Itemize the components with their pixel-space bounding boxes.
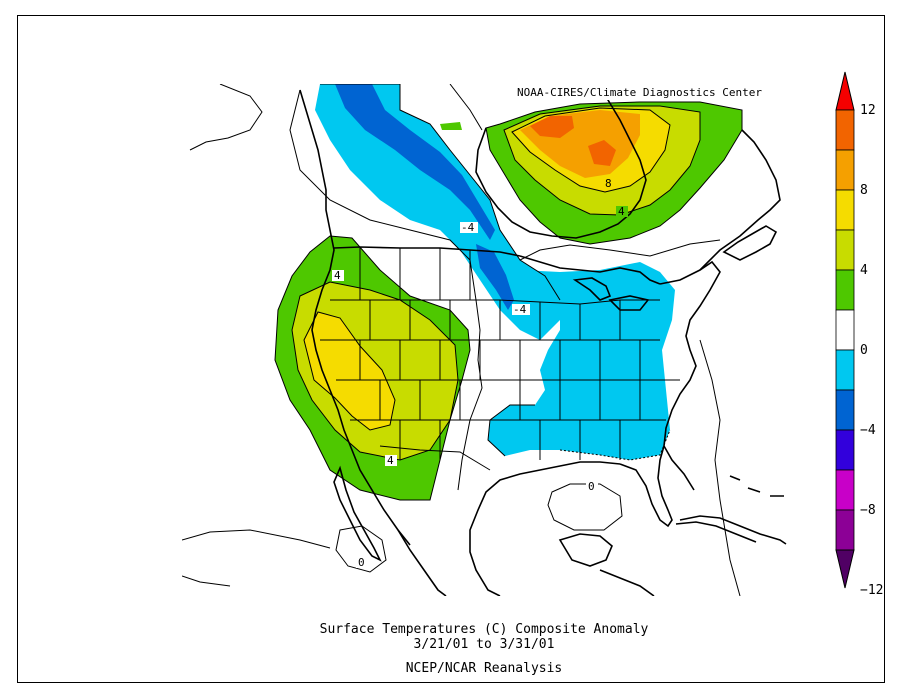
svg-text:8: 8 (605, 177, 612, 190)
legend-tick-label: 12 (860, 103, 876, 118)
anomaly-region-plus12-north (530, 116, 616, 166)
contour-label: 4 (385, 454, 397, 467)
legend-swatch (835, 309, 855, 351)
legend-tick-label: −12 (860, 583, 883, 598)
contour-label: -4 (460, 221, 478, 234)
anomaly-region-minus4-canada (335, 84, 495, 240)
color-legend: 12 8 4 0 −4 −8 −12 (835, 71, 883, 598)
legend-swatch (835, 229, 855, 271)
anomaly-region-plus6-west (304, 312, 395, 430)
contour-label: 0 (586, 480, 598, 493)
contour-label: 8 (603, 177, 615, 190)
svg-text:4: 4 (334, 269, 341, 282)
date-range: 3/21/01 to 3/31/01 (414, 637, 555, 652)
contour-label: 4 (616, 205, 628, 218)
legend-swatch (835, 469, 855, 511)
map-title: Surface Temperatures (C) Composite Anoma… (320, 622, 649, 637)
svg-text:4: 4 (387, 454, 394, 467)
state-borders (320, 248, 680, 471)
svg-text:0: 0 (588, 480, 595, 493)
svg-text:-4: -4 (461, 221, 475, 234)
coastlines-and-borders (299, 89, 787, 596)
data-source: NCEP/NCAR Reanalysis (406, 661, 563, 676)
legend-tick-label: −8 (860, 503, 876, 518)
svg-text:0: 0 (358, 556, 365, 569)
legend-swatch (835, 71, 855, 111)
svg-text:4: 4 (618, 205, 625, 218)
legend-tick-label: 0 (860, 343, 868, 358)
legend-swatch (835, 189, 855, 231)
contour-label: 4 (332, 269, 344, 282)
legend-swatch (835, 269, 855, 311)
legend-swatch (835, 429, 855, 471)
legend-tick-label: −4 (860, 423, 876, 438)
svg-text:-4: -4 (513, 303, 527, 316)
credit-text: NOAA-CIRES/Climate Diagnostics Center (517, 86, 762, 99)
legend-swatch (835, 549, 855, 589)
contour-label: 0 (356, 556, 368, 569)
legend-swatch (835, 389, 855, 431)
legend-swatch (835, 109, 855, 151)
map-area (182, 84, 787, 596)
legend-tick-label: 4 (860, 263, 868, 278)
legend-tick-label: 8 (860, 183, 868, 198)
legend-swatch (835, 149, 855, 191)
legend-swatch (835, 509, 855, 551)
figure-frame (17, 15, 885, 683)
contour-label: -4 (512, 303, 530, 316)
legend-swatch (835, 349, 855, 391)
anomaly-region-minus2-east (488, 262, 675, 460)
contour-labels: 8 4 -4 -4 4 4 0 0 (332, 177, 628, 569)
